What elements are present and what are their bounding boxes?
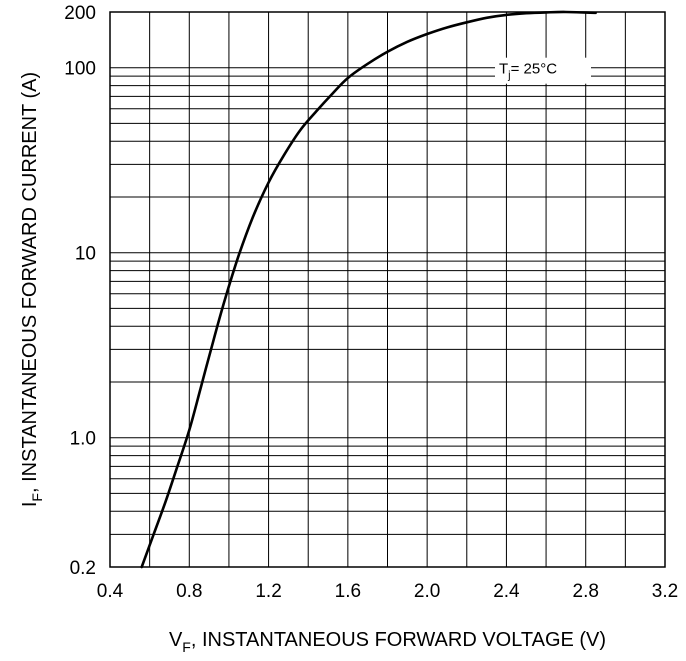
y-tick-label: 100 bbox=[64, 59, 96, 80]
annotation-label: Tj= 25°C bbox=[499, 61, 557, 82]
y-tick-labels: 0.2 1.0 10 100 200 bbox=[64, 3, 96, 579]
y-axis-subscript: F bbox=[29, 493, 45, 502]
x-tick-label: 0.4 bbox=[97, 581, 124, 602]
x-tick-label: 1.6 bbox=[335, 581, 361, 602]
annotation-symbol: T bbox=[499, 61, 508, 78]
x-tick-label: 0.8 bbox=[176, 581, 202, 602]
x-axis-label: VF, INSTANTANEOUS FORWARD VOLTAGE (V) bbox=[169, 629, 606, 655]
y-axis-label: IF, INSTANTANEOUS FORWARD CURRENT (A) bbox=[19, 72, 45, 507]
x-tick-label: 1.2 bbox=[255, 581, 281, 602]
annotation-background bbox=[495, 57, 591, 84]
y-tick-label: 200 bbox=[64, 3, 96, 24]
y-tick-label: 10 bbox=[75, 244, 96, 265]
x-axis-text: , INSTANTANEOUS FORWARD VOLTAGE (V) bbox=[191, 629, 606, 651]
plot-frame bbox=[109, 11, 666, 568]
grid-lines bbox=[110, 12, 665, 567]
y-tick-label: 0.2 bbox=[70, 558, 96, 579]
annotation-subscript: j bbox=[507, 70, 510, 82]
x-axis-symbol: V bbox=[169, 629, 183, 651]
annotation-text: = 25°C bbox=[511, 61, 558, 78]
x-tick-label: 2.8 bbox=[573, 581, 599, 602]
annotation: Tj= 25°C bbox=[495, 57, 591, 84]
x-tick-labels: 0.4 0.8 1.2 1.6 2.0 2.4 2.8 3.2 bbox=[97, 581, 678, 602]
series-line bbox=[140, 10, 597, 569]
y-tick-label: 1.0 bbox=[70, 429, 96, 450]
y-axis-symbol: I bbox=[19, 502, 41, 508]
x-tick-label: 2.4 bbox=[493, 581, 520, 602]
x-tick-label: 2.0 bbox=[414, 581, 440, 602]
x-axis-subscript: F bbox=[182, 639, 191, 655]
x-tick-label: 3.2 bbox=[652, 581, 678, 602]
y-axis-text: , INSTANTANEOUS FORWARD CURRENT (A) bbox=[19, 72, 41, 493]
